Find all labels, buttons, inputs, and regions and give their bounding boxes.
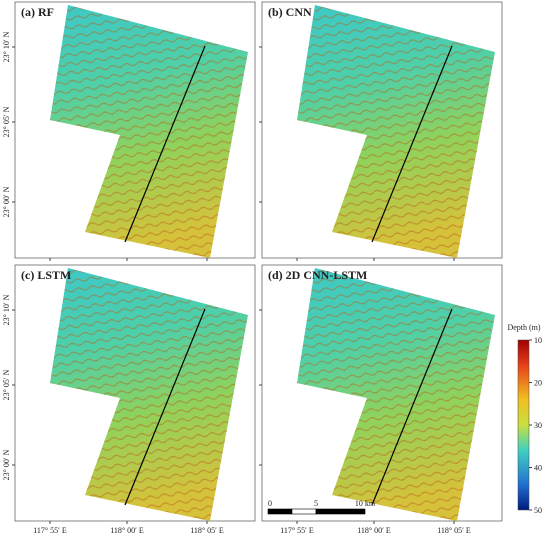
sand-waves [50,268,248,521]
x-tick-label: 117° 55′ E [280,526,314,535]
panel-title: (c) LSTM [21,268,71,282]
y-tick-label: 23° 05′ N [2,369,11,400]
transect-line [371,45,453,243]
scale-bar-label: 10 km [355,499,376,508]
y-tick-label: 23° 10′ N [2,294,11,325]
panel: (c) LSTM 23° 10′ N 23° 05′ N 23° 00′ N 117° … [2,264,256,535]
y-tick-label: 23° 00′ N [2,186,11,217]
sand-waves [50,5,248,258]
colorbar [517,339,530,511]
colorbar-tick-label: 10 [534,336,542,345]
scale-bar-label: 0 [268,499,272,508]
x-tick-label: 118° 05′ E [437,526,471,535]
transect-line [124,45,206,243]
x-tick-label: 118° 00′ E [357,526,391,535]
colorbar-tick-label: 30 [534,421,542,430]
panel-title: (d) 2D CNN-LSTM [268,268,367,282]
scale-bar-segment [267,508,293,515]
colorbar-tick-label: 40 [534,464,542,473]
panel-title: (b) CNN [268,5,312,19]
panel: (b) CNN [259,1,503,261]
transect-line [371,308,453,506]
colorbar-tick-label: 50 [534,506,542,515]
y-tick-label: 23° 00′ N [2,449,11,480]
x-tick-label: 118° 05′ E [190,526,224,535]
colorbar-tick-label: 20 [534,379,542,388]
panel-title: (a) RF [21,5,54,19]
y-tick-label: 23° 10′ N [2,31,11,62]
panel: (a) RF 23° 10′ N 23° 05′ N 23° 00′ N [2,1,256,261]
x-tick-label: 117° 55′ E [33,526,67,535]
sand-waves [297,5,495,258]
x-tick-label: 118° 00′ E [110,526,144,535]
sand-waves [297,268,495,521]
panel: (d) 2D CNN-LSTM 117° 55′ E 118° 00′ E 118° … [259,264,503,535]
scale-bar-segment [291,508,317,515]
y-tick-label: 23° 05′ N [2,106,11,137]
transect-line [124,308,206,506]
colorbar-label: Depth (m) [507,323,540,332]
scale-bar-segment [315,508,366,515]
scale-bar-label: 5 [314,499,318,508]
